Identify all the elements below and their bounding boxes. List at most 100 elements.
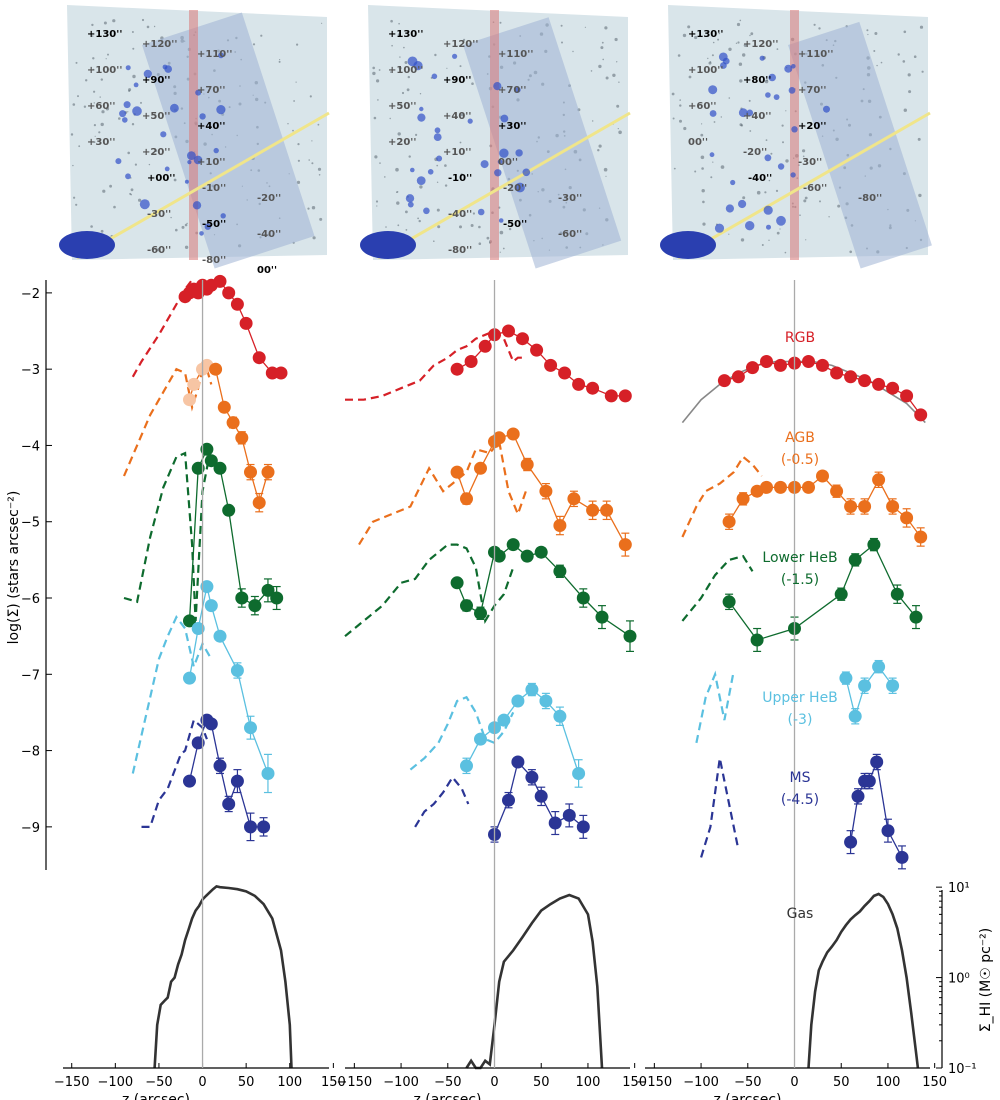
- blue-source: [192, 201, 202, 210]
- image-offset-label: +20'': [142, 147, 170, 158]
- data-point: [774, 480, 787, 494]
- blue-cluster: [660, 231, 716, 259]
- image-speck: [292, 129, 294, 132]
- blue-source: [790, 172, 796, 178]
- image-speck: [738, 62, 743, 66]
- data-point: [525, 770, 539, 784]
- image-speck: [486, 236, 490, 240]
- image-speck: [718, 32, 721, 35]
- image-speck: [460, 113, 464, 117]
- image-speck: [446, 67, 448, 69]
- gas-plots: [153, 884, 920, 1070]
- image-speck: [296, 180, 301, 184]
- image-speck: [499, 251, 501, 253]
- image-speck: [785, 110, 787, 112]
- blue-cluster: [59, 231, 115, 259]
- image-speck: [679, 104, 682, 107]
- image-speck: [141, 18, 145, 22]
- data-point: [183, 393, 196, 407]
- image-speck: [85, 79, 88, 82]
- data-point: [862, 774, 876, 788]
- data-point: [248, 599, 262, 613]
- image-speck: [312, 236, 316, 240]
- dashed-profile: [141, 718, 208, 828]
- image-speck: [100, 122, 104, 127]
- series: [131, 274, 288, 380]
- data-point: [200, 580, 214, 594]
- blue-source: [143, 69, 152, 78]
- image-speck: [399, 56, 401, 58]
- image-speck: [702, 222, 706, 226]
- image-speck: [319, 217, 323, 221]
- data-point: [539, 484, 553, 498]
- blue-source: [768, 73, 776, 82]
- blue-source: [115, 158, 122, 165]
- field-images: +130''+120''+110''+100''+90''+70''+60''+…: [59, 5, 932, 276]
- image-speck: [713, 121, 716, 123]
- blue-source: [764, 154, 772, 162]
- data-point: [886, 679, 900, 693]
- image-speck: [93, 124, 96, 127]
- image-speck: [560, 24, 563, 27]
- image-offset-label: 00'': [257, 265, 277, 276]
- data-point: [750, 633, 764, 647]
- image-speck: [459, 225, 462, 229]
- blue-source: [218, 52, 224, 59]
- image-speck: [112, 19, 116, 23]
- image-offset-label: +10'': [197, 157, 225, 168]
- data-point: [746, 361, 759, 375]
- blue-source: [500, 114, 509, 123]
- image-speck: [776, 231, 780, 235]
- data-point: [618, 538, 632, 552]
- image-speck: [77, 95, 79, 98]
- blue-source: [123, 101, 131, 109]
- data-point: [848, 709, 862, 723]
- image-speck: [321, 22, 323, 24]
- image-speck: [444, 184, 448, 187]
- image-speck: [720, 165, 725, 169]
- population-label: Lower HeB: [762, 550, 837, 566]
- image-offset-label: +70'': [498, 85, 526, 96]
- x-tick-label: −100: [383, 1075, 419, 1090]
- image-speck: [293, 100, 295, 102]
- image-speck: [902, 60, 906, 63]
- blue-source: [480, 160, 489, 169]
- image-offset-label: -20'': [743, 147, 767, 158]
- data-point: [623, 629, 637, 643]
- image-speck: [78, 145, 81, 148]
- data-point: [839, 671, 853, 685]
- image-speck: [260, 34, 263, 37]
- data-point: [553, 709, 567, 723]
- data-point: [222, 286, 236, 300]
- image-speck: [391, 44, 393, 47]
- data-point: [478, 339, 492, 353]
- series: [345, 324, 632, 403]
- data-point: [520, 458, 534, 471]
- image-speck: [702, 200, 705, 204]
- data-point: [774, 358, 787, 372]
- image-speck: [99, 96, 101, 98]
- population-label: (-0.5): [781, 452, 819, 468]
- profile-line: [849, 759, 903, 858]
- data-point: [576, 820, 590, 834]
- x-tick-label: −50: [734, 1075, 761, 1090]
- data-point: [183, 671, 196, 685]
- image-speck: [83, 105, 87, 108]
- image-speck: [75, 61, 78, 64]
- image-offset-label: -60'': [803, 183, 827, 194]
- image-speck: [708, 61, 712, 65]
- image-offset-label: +120'': [743, 39, 778, 50]
- image-speck: [768, 239, 770, 241]
- data-point: [506, 427, 520, 441]
- image-speck: [818, 27, 821, 30]
- blue-source: [220, 213, 226, 219]
- image-speck: [866, 29, 869, 32]
- dashed-profile: [358, 439, 529, 546]
- red-band: [490, 10, 499, 260]
- image-offset-label: -40'': [448, 209, 472, 220]
- image-speck: [572, 50, 574, 53]
- image-offset-label: 00'': [688, 137, 708, 148]
- data-point: [226, 416, 240, 430]
- blue-source: [515, 87, 521, 93]
- image-speck: [707, 57, 709, 60]
